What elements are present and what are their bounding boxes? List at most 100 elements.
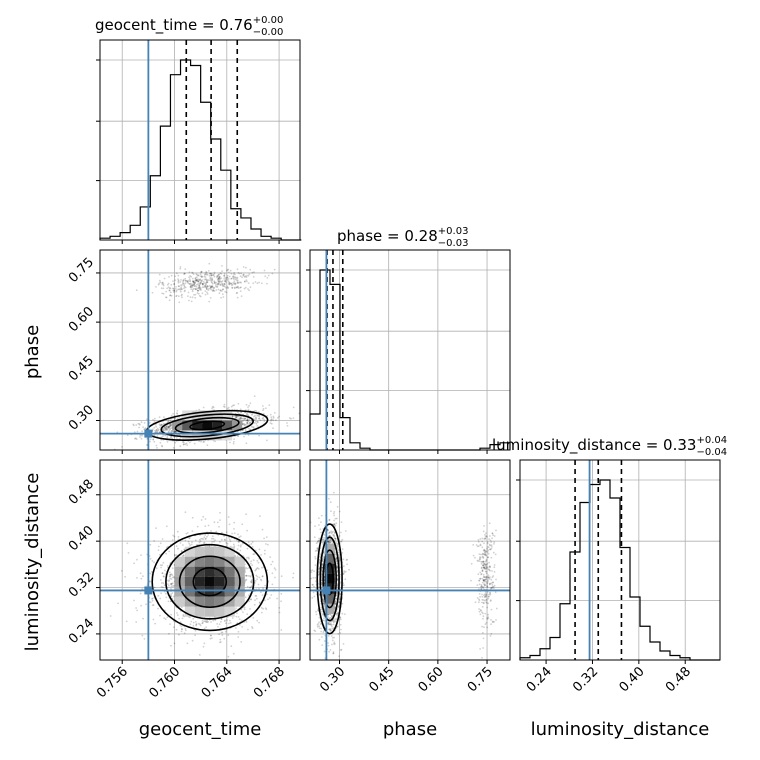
sample-point (235, 607, 238, 609)
density-cell (194, 546, 205, 557)
sample-point (191, 296, 194, 299)
sample-point (252, 553, 255, 555)
sample-point (210, 634, 212, 637)
sample-point (237, 533, 239, 536)
sample-point (313, 595, 316, 598)
sample-point (220, 618, 223, 620)
sample-point (286, 422, 288, 424)
sample-point (207, 524, 210, 527)
sample-point (226, 407, 229, 410)
sample-point (336, 570, 339, 572)
sample-point (273, 412, 276, 414)
sample-point (235, 279, 238, 281)
sample-point (161, 292, 164, 295)
sample-point (221, 270, 224, 273)
sample-point (139, 436, 141, 438)
sample-point (234, 278, 237, 280)
sample-point (212, 406, 215, 409)
sample-point (211, 281, 213, 284)
sample-point (208, 300, 211, 303)
sample-point (213, 540, 215, 543)
sample-point (197, 281, 200, 283)
sample-point (201, 622, 204, 625)
sample-point (162, 582, 165, 584)
sample-point (200, 271, 203, 273)
sample-point (175, 430, 178, 433)
sample-point (249, 562, 252, 565)
sample-point (321, 560, 324, 563)
sample-point (168, 427, 171, 430)
sample-point (143, 422, 146, 424)
sample-point (90, 432, 92, 434)
sample-point (252, 276, 255, 278)
sample-point (162, 423, 165, 425)
sample-point (205, 286, 208, 289)
sample-point (226, 278, 229, 281)
sample-point (271, 583, 274, 586)
sample-point (269, 597, 271, 599)
sample-point (159, 424, 162, 427)
sample-point (237, 540, 240, 543)
sample-point (271, 418, 273, 421)
sample-point (249, 268, 252, 271)
sample-point (228, 271, 230, 274)
sample-point (330, 622, 332, 625)
sample-point (243, 423, 246, 425)
sample-point (258, 601, 261, 604)
sample-point (224, 290, 227, 293)
sample-point (329, 649, 332, 651)
sample-point (257, 561, 260, 564)
sample-point (228, 283, 230, 286)
sample-point (195, 279, 197, 281)
sample-point (196, 279, 199, 282)
sample-point (247, 414, 250, 417)
sample-point (318, 562, 321, 565)
sample-point (221, 283, 224, 286)
sample-point (329, 541, 332, 544)
sample-point (241, 542, 244, 545)
sample-point (233, 415, 236, 417)
sample-point (212, 619, 215, 622)
sample-point (132, 423, 135, 426)
sample-point (151, 597, 154, 600)
sample-point (168, 289, 171, 292)
sample-point (164, 434, 167, 437)
sample-point (133, 431, 136, 433)
sample-point (158, 282, 161, 285)
sample-point (245, 274, 248, 277)
sample-point (202, 406, 205, 409)
x-tick-label: 0.45 (366, 664, 397, 695)
sample-point (125, 620, 128, 623)
sample-point (184, 539, 187, 542)
sample-point (332, 651, 335, 653)
sample-point (227, 634, 230, 637)
sample-point (203, 642, 206, 645)
sample-point (249, 402, 252, 405)
sample-point (193, 281, 196, 284)
sample-point (180, 625, 183, 628)
density-cell (214, 556, 225, 567)
sample-point (204, 620, 207, 622)
sample-point (322, 630, 325, 632)
sample-point (163, 277, 166, 280)
sample-point (223, 403, 226, 406)
sample-point (170, 427, 173, 429)
density-cell (184, 606, 195, 617)
sample-point (174, 288, 177, 290)
sample-point (175, 628, 178, 631)
density-cell (192, 420, 203, 431)
sample-point (195, 280, 198, 282)
sample-point (216, 623, 219, 625)
x-tick-label: 0.768 (251, 664, 288, 701)
sample-point (218, 276, 221, 278)
sample-point (237, 418, 240, 420)
sample-point (170, 573, 173, 575)
density-cell (184, 576, 195, 587)
sample-point (204, 285, 207, 288)
sample-point (328, 541, 330, 543)
sample-point (189, 544, 192, 547)
sample-point (153, 426, 156, 429)
sample-point (204, 534, 207, 536)
sample-point (339, 616, 341, 619)
sample-point (177, 274, 180, 277)
